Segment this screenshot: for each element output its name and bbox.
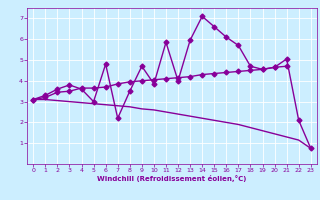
X-axis label: Windchill (Refroidissement éolien,°C): Windchill (Refroidissement éolien,°C) [97,175,247,182]
